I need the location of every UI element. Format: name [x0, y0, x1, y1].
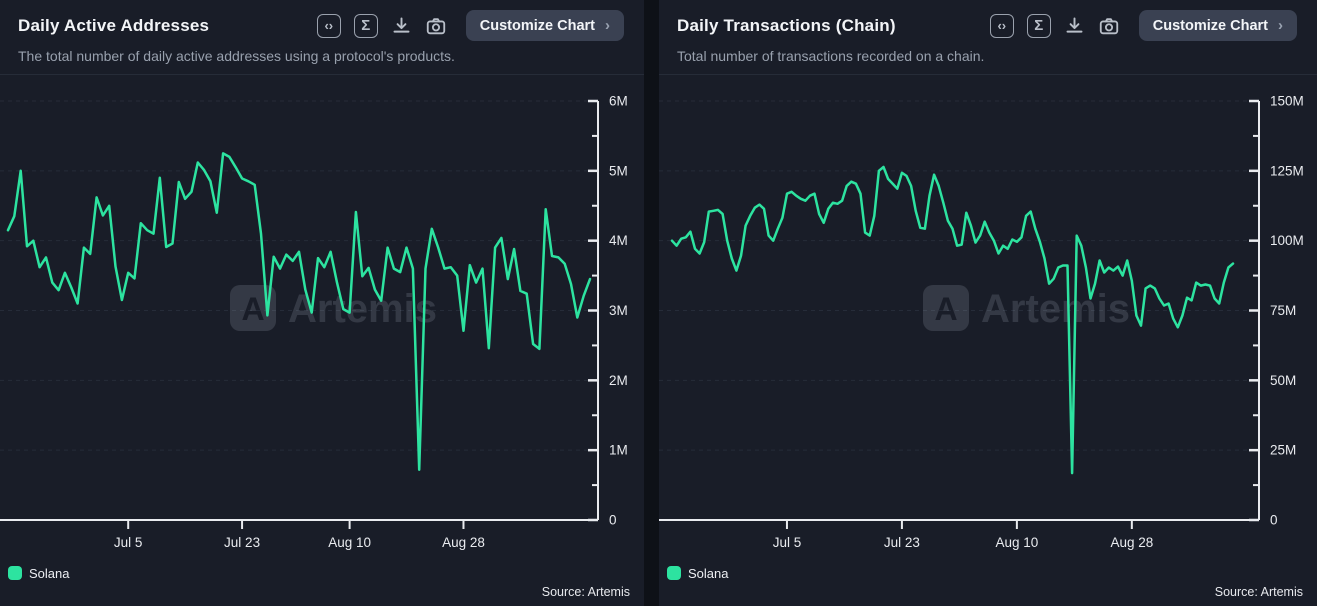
- source-attribution: Source: Artemis: [541, 585, 630, 599]
- svg-text:Aug 28: Aug 28: [1110, 535, 1153, 550]
- svg-text:0: 0: [1270, 513, 1278, 528]
- svg-text:Jul 5: Jul 5: [773, 535, 802, 550]
- camera-snapshot-icon[interactable]: [1098, 15, 1120, 37]
- svg-text:Jul 23: Jul 23: [224, 535, 260, 550]
- legend-label: Solana: [688, 565, 729, 581]
- svg-text:25M: 25M: [1270, 443, 1296, 458]
- svg-text:6M: 6M: [609, 94, 628, 109]
- svg-text:0: 0: [609, 513, 617, 528]
- chart-header: Daily Active Addresses ‹› Σ Customize Ch…: [0, 0, 644, 75]
- chart-footer: Solana Source: Artemis: [0, 559, 644, 599]
- panel-daily-transactions: Daily Transactions (Chain) ‹› Σ Customiz…: [659, 0, 1317, 606]
- svg-text:Aug 28: Aug 28: [442, 535, 485, 550]
- chart-toolbar: ‹› Σ Customize Chart ›: [316, 10, 624, 41]
- chevron-right-icon: ›: [1278, 17, 1283, 34]
- svg-text:2M: 2M: [609, 373, 628, 388]
- source-attribution: Source: Artemis: [1214, 585, 1303, 599]
- chevron-right-icon: ›: [605, 17, 610, 34]
- svg-text:100M: 100M: [1270, 233, 1304, 248]
- legend-label: Solana: [29, 565, 70, 581]
- svg-text:150M: 150M: [1270, 94, 1304, 109]
- svg-text:Artemis: Artemis: [981, 287, 1130, 331]
- svg-text:Jul 23: Jul 23: [884, 535, 920, 550]
- legend-item-solana[interactable]: Solana: [667, 563, 1303, 583]
- download-icon[interactable]: [1064, 15, 1085, 36]
- sigma-summary-icon[interactable]: Σ: [1026, 13, 1051, 38]
- page-title: Daily Active Addresses: [18, 15, 210, 35]
- artemis-watermark: A Artemis: [923, 285, 1130, 331]
- legend-item-solana[interactable]: Solana: [8, 563, 630, 583]
- svg-text:75M: 75M: [1270, 303, 1296, 318]
- legend-swatch: [8, 566, 22, 580]
- svg-text:A: A: [934, 291, 957, 327]
- svg-text:4M: 4M: [609, 233, 628, 248]
- chart-footer: Solana Source: Artemis: [659, 559, 1317, 599]
- svg-text:125M: 125M: [1270, 163, 1304, 178]
- svg-text:5M: 5M: [609, 163, 628, 178]
- svg-text:50M: 50M: [1270, 373, 1296, 388]
- customize-chart-button[interactable]: Customize Chart ›: [465, 10, 624, 41]
- panel-daily-active-addresses: Daily Active Addresses ‹› Σ Customize Ch…: [0, 0, 644, 606]
- embed-code-icon[interactable]: ‹›: [989, 13, 1014, 38]
- customize-chart-label: Customize Chart: [1152, 17, 1268, 34]
- svg-text:1M: 1M: [609, 443, 628, 458]
- daily-active-addresses-chart[interactable]: A Artemis Jul 5 Jul 23 Aug 10 Aug 28 0 1M 2M 3M 4M…: [0, 75, 644, 559]
- sigma-summary-icon[interactable]: Σ: [353, 13, 378, 38]
- embed-code-icon[interactable]: ‹›: [316, 13, 341, 38]
- chart-toolbar: ‹› Σ Customize Chart ›: [989, 10, 1297, 41]
- page-title: Daily Transactions (Chain): [677, 15, 896, 35]
- legend-swatch: [667, 566, 681, 580]
- daily-transactions-chart[interactable]: A Artemis Jul 5 Jul 23 Aug 10 Aug 28 0 25M 50M 75…: [659, 75, 1317, 559]
- chart-header: Daily Transactions (Chain) ‹› Σ Customiz…: [659, 0, 1317, 75]
- svg-text:A: A: [241, 291, 264, 327]
- download-icon[interactable]: [391, 15, 412, 36]
- svg-text:Jul 5: Jul 5: [114, 535, 143, 550]
- camera-snapshot-icon[interactable]: [425, 15, 447, 37]
- chart-subtitle: The total number of daily active address…: [18, 48, 455, 64]
- svg-text:3M: 3M: [609, 303, 628, 318]
- svg-text:Aug 10: Aug 10: [328, 535, 371, 550]
- svg-text:Aug 10: Aug 10: [995, 535, 1038, 550]
- customize-chart-button[interactable]: Customize Chart ›: [1138, 10, 1297, 41]
- chart-subtitle: Total number of transactions recorded on…: [677, 48, 985, 64]
- customize-chart-label: Customize Chart: [479, 17, 595, 34]
- artemis-watermark: A Artemis: [230, 285, 437, 331]
